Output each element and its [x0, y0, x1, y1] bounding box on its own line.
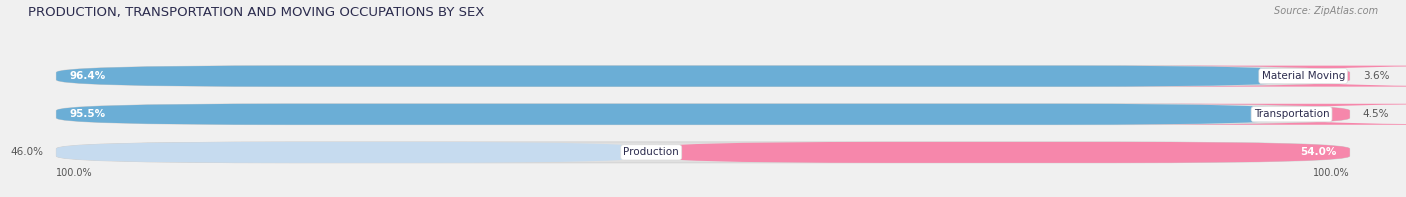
- FancyBboxPatch shape: [56, 66, 1350, 87]
- Text: Material Moving: Material Moving: [1261, 71, 1346, 81]
- FancyBboxPatch shape: [1116, 104, 1406, 125]
- Text: PRODUCTION, TRANSPORTATION AND MOVING OCCUPATIONS BY SEX: PRODUCTION, TRANSPORTATION AND MOVING OC…: [28, 6, 485, 19]
- FancyBboxPatch shape: [1116, 66, 1406, 87]
- FancyBboxPatch shape: [56, 142, 1350, 163]
- Text: 96.4%: 96.4%: [69, 71, 105, 81]
- Text: 4.5%: 4.5%: [1362, 109, 1389, 119]
- FancyBboxPatch shape: [56, 104, 1350, 125]
- FancyBboxPatch shape: [56, 66, 1303, 87]
- FancyBboxPatch shape: [56, 104, 1292, 125]
- Text: Production: Production: [623, 147, 679, 157]
- Text: 100.0%: 100.0%: [1313, 168, 1350, 178]
- Text: 100.0%: 100.0%: [56, 168, 93, 178]
- Text: 95.5%: 95.5%: [69, 109, 105, 119]
- FancyBboxPatch shape: [56, 142, 651, 163]
- FancyBboxPatch shape: [651, 142, 1350, 163]
- Text: 3.6%: 3.6%: [1362, 71, 1389, 81]
- Text: 46.0%: 46.0%: [10, 147, 44, 157]
- Text: Transportation: Transportation: [1254, 109, 1329, 119]
- Text: 54.0%: 54.0%: [1301, 147, 1337, 157]
- Text: Source: ZipAtlas.com: Source: ZipAtlas.com: [1274, 6, 1378, 16]
